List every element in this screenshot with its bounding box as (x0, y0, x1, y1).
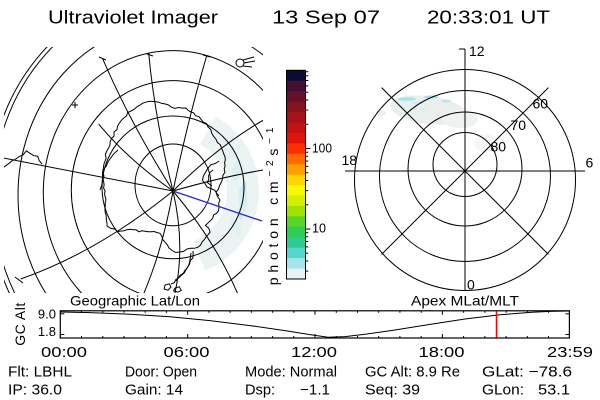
svg-text:80: 80 (491, 139, 507, 155)
svg-text:GLat: −78.6: GLat: −78.6 (482, 364, 572, 381)
svg-text:10: 10 (312, 221, 326, 236)
svg-text:Ultraviolet Imager: Ultraviolet Imager (48, 8, 218, 28)
svg-text:100: 100 (312, 141, 332, 156)
svg-text:70: 70 (511, 117, 527, 133)
svg-text:photon cm−2s−1: photon cm−2s−1 (265, 123, 281, 285)
svg-text:23:59: 23:59 (547, 344, 593, 361)
svg-text:Geographic Lat/Lon: Geographic Lat/Lon (70, 293, 200, 309)
svg-text:0: 0 (467, 277, 475, 293)
svg-text:12: 12 (469, 43, 485, 59)
svg-text:Apex MLat/MLT: Apex MLat/MLT (411, 293, 519, 309)
svg-text:53.1: 53.1 (538, 382, 570, 399)
svg-text:GC Alt: GC Alt (12, 302, 28, 345)
svg-text:06:00: 06:00 (164, 344, 210, 361)
svg-text:GLon:: GLon: (482, 382, 524, 399)
svg-text:IP: 36.0: IP: 36.0 (8, 382, 62, 399)
svg-text:GC Alt: 8.9 Re: GC Alt: 8.9 Re (365, 364, 460, 381)
svg-text:18: 18 (342, 152, 358, 168)
svg-text:18:00: 18:00 (419, 344, 465, 361)
svg-text:Seq: 39: Seq: 39 (365, 382, 420, 399)
svg-text:−1.1: −1.1 (300, 382, 330, 399)
svg-text:20:33:01 UT: 20:33:01 UT (427, 8, 550, 28)
svg-text:6: 6 (586, 155, 594, 171)
svg-text:Flt: LBHL: Flt: LBHL (8, 364, 72, 381)
svg-text:1.8: 1.8 (38, 324, 56, 339)
svg-text:Dsp:: Dsp: (245, 382, 275, 399)
svg-text:Door: Open: Door: Open (125, 364, 197, 381)
svg-text:9.0: 9.0 (38, 306, 56, 321)
svg-text:00:00: 00:00 (41, 344, 87, 361)
svg-text:12:00: 12:00 (291, 344, 337, 361)
svg-text:60: 60 (533, 96, 549, 112)
svg-text:Gain: 14: Gain: 14 (125, 382, 183, 399)
svg-text:Mode: Normal: Mode: Normal (245, 364, 337, 381)
svg-text:13 Sep 07: 13 Sep 07 (272, 8, 380, 28)
